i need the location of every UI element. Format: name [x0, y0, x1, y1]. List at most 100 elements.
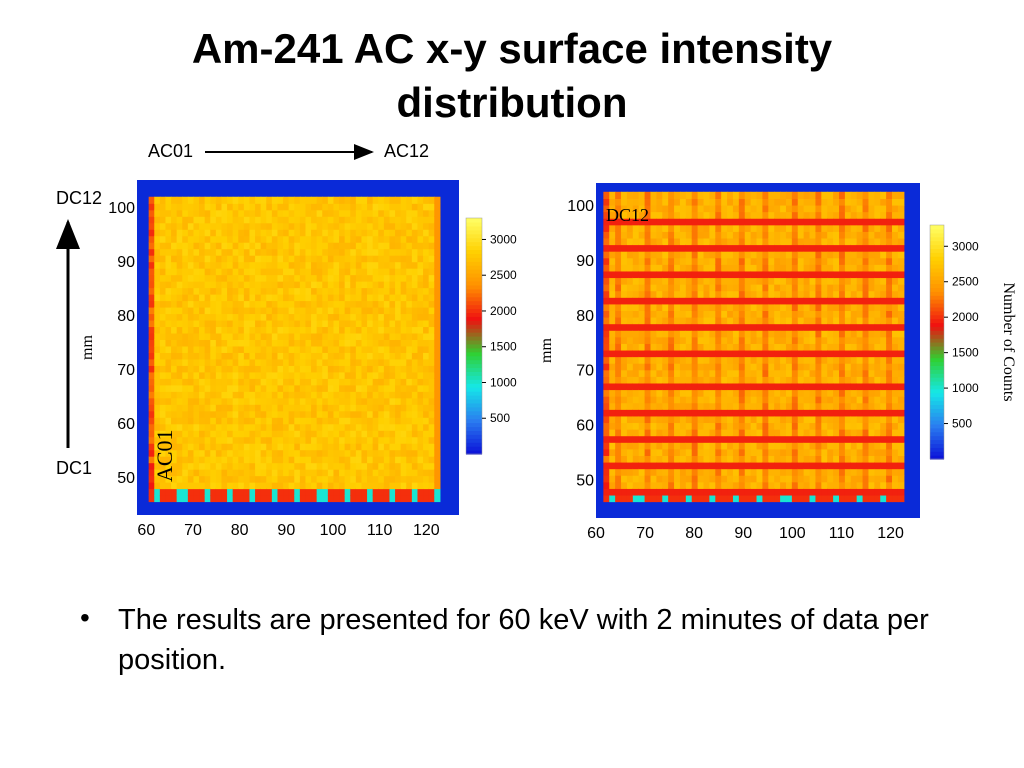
heatmap-cell [785, 455, 793, 463]
heatmap-cell [367, 255, 374, 263]
heatmap-cell [232, 365, 239, 373]
heatmap-cell [243, 404, 251, 412]
heatmap-cell [768, 369, 775, 377]
heatmap-cell [333, 261, 340, 269]
heatmap-cell [176, 365, 183, 373]
heatmap-cell [333, 319, 340, 328]
heatmap-cell [339, 216, 346, 224]
heatmap-cell [862, 494, 870, 503]
heatmap-cell [650, 356, 657, 364]
heatmap-cell [238, 410, 245, 418]
heatmap-cell [339, 436, 346, 444]
heatmap-cell [691, 277, 699, 285]
heatmap-cell [780, 422, 787, 430]
colorbar-segment [466, 292, 482, 298]
heatmap-cell [626, 191, 634, 199]
heatmap-cell [165, 482, 172, 490]
heatmap-cell [204, 339, 211, 347]
heatmap-cell [411, 274, 419, 282]
heatmap-cell [215, 449, 223, 457]
heatmap-cell [626, 448, 634, 456]
heatmap-cell [389, 300, 396, 308]
heatmap-cell [389, 384, 396, 392]
heatmap-cell [327, 248, 335, 256]
heatmap-cell [243, 391, 251, 399]
heatmap-cell [322, 488, 329, 496]
heatmap-cell [417, 319, 424, 328]
heatmap-cell [260, 242, 267, 250]
heatmap-cell [148, 229, 155, 237]
heatmap-cell [644, 218, 652, 226]
heatmap-cell [679, 402, 687, 410]
heatmap-cell [791, 336, 799, 344]
heatmap-cell [215, 384, 223, 392]
heatmap-cell [697, 310, 705, 318]
heatmap-cell [662, 494, 669, 503]
heatmap-cell [868, 330, 875, 338]
heatmap-cell [856, 429, 864, 437]
heatmap-cell [709, 336, 716, 344]
heatmap-cell [662, 303, 669, 312]
colorbar-segment [466, 355, 482, 361]
heatmap-cell [243, 462, 251, 470]
heatmap-cell [827, 363, 834, 371]
heatmap-cell [344, 287, 351, 295]
y-tick-label: 100 [108, 200, 135, 217]
heatmap-cell [862, 415, 870, 424]
heatmap-cell [862, 204, 870, 213]
heatmap-cell [856, 488, 864, 496]
heatmap-cell [874, 402, 881, 410]
heatmap-cell [322, 261, 329, 269]
heatmap-cell [626, 382, 634, 391]
heatmap-cell [165, 345, 172, 353]
heatmap-cell [632, 211, 640, 219]
heatmap-cell [316, 313, 323, 321]
heatmap-cell [204, 203, 211, 211]
heatmap-cell [311, 306, 318, 315]
heatmap-cell [626, 198, 634, 206]
colorbar-segment [466, 450, 482, 455]
heatmap-cell [638, 257, 646, 265]
heatmap-cell [355, 488, 363, 496]
heatmap-cell [249, 248, 256, 256]
heatmap-cell [721, 224, 728, 232]
heatmap-cell [892, 429, 899, 437]
heatmap-cell [697, 231, 705, 239]
heatmap-cell [294, 339, 301, 347]
heatmap-cell [892, 251, 899, 259]
heatmap-cell [305, 365, 312, 373]
heatmap-cell [221, 248, 228, 256]
heatmap-cell [339, 488, 346, 496]
heatmap-cell [434, 345, 441, 353]
heatmap-cell [791, 244, 799, 252]
heatmap-cell [738, 290, 746, 298]
heatmap-cell [350, 294, 357, 302]
heatmap-cell [662, 270, 669, 279]
heatmap-cell [780, 284, 787, 292]
heatmap-cell [316, 196, 323, 204]
heatmap-cell [738, 317, 746, 325]
heatmap-cell [400, 326, 407, 334]
heatmap-cell [260, 209, 267, 217]
heatmap-cell [656, 396, 663, 404]
heatmap-cell [339, 417, 346, 425]
heatmap-cell [892, 409, 899, 417]
heatmap-cell [650, 461, 657, 470]
heatmap-cell [844, 218, 852, 226]
heatmap-cell [797, 402, 805, 410]
heatmap-cell [283, 235, 290, 243]
heatmap-cell [294, 436, 301, 444]
heatmap-cell [428, 196, 435, 204]
heatmap-cell [815, 494, 822, 503]
heatmap-cell [656, 218, 663, 226]
heatmap-cell [839, 198, 846, 206]
heatmap-cell [703, 455, 710, 463]
heatmap-cell [294, 248, 301, 256]
heatmap-cell [400, 242, 407, 250]
heatmap-cell [727, 336, 734, 344]
heatmap-cell [638, 264, 646, 272]
heatmap-cell [615, 468, 622, 476]
heatmap-cell [339, 203, 346, 211]
heatmap-cell [715, 211, 722, 219]
heatmap-cell [428, 281, 435, 289]
